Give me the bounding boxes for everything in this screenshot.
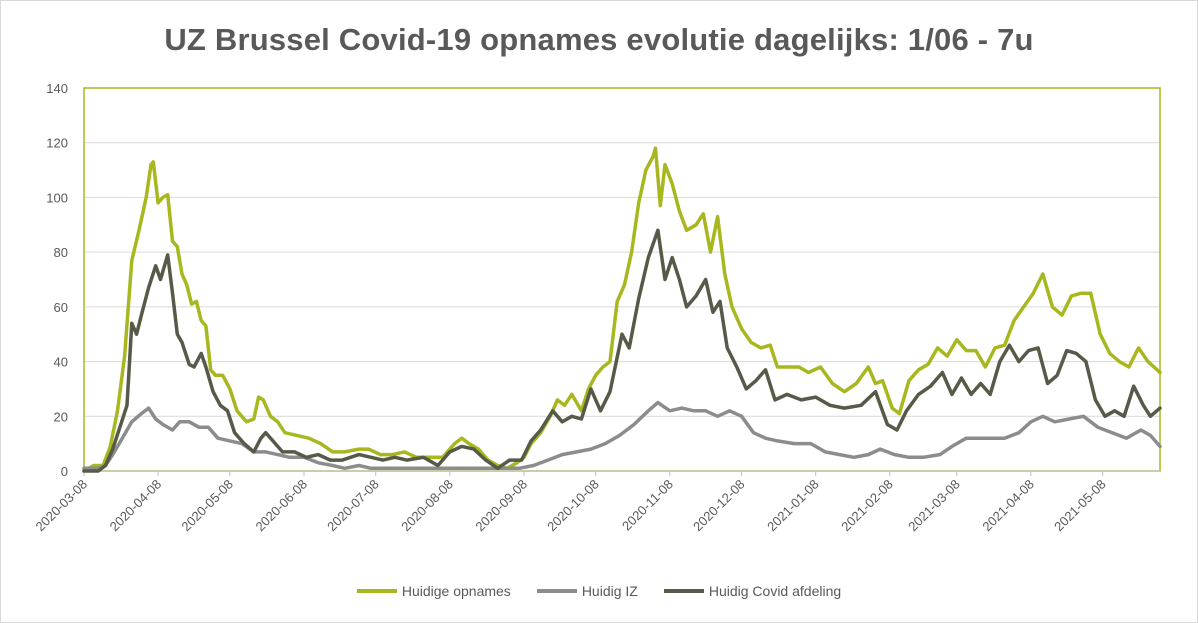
x-tick-label: 2021-03-08 [905,477,963,535]
x-tick-label: 2020-09-08 [472,477,530,535]
y-tick-label: 100 [46,190,68,205]
x-tick-label: 2020-11-08 [619,477,676,534]
series-line-2 [82,400,1162,471]
y-tick-label: 140 [46,81,68,96]
x-tick-label: 2020-03-08 [32,477,90,535]
legend-swatch [536,589,577,593]
y-tick-label: 60 [54,300,68,315]
legend-item: Huidig IZ [536,583,638,599]
x-tick-label: 2020-12-08 [690,477,748,535]
x-tick-label: 2020-10-08 [544,477,602,535]
series-line-3 [82,228,1162,473]
gridlines [84,142,1160,417]
legend-item: Huidige opnames [356,583,511,599]
x-tick-label: 2021-05-08 [1051,477,1109,535]
plot-area-border [83,87,1161,472]
legend-label: Huidig Covid afdeling [708,583,842,599]
x-tick-label: 2021-02-08 [838,477,896,535]
chart-title: UZ Brussel Covid-19 opnames evolutie dag… [164,22,1034,57]
series-line-1 [82,146,1162,473]
x-tick-label: 2020-08-08 [398,477,456,535]
legend-label: Huidig IZ [581,583,638,599]
legend-swatch [356,589,397,593]
y-tick-label: 40 [54,355,68,370]
x-tick-label: 2020-04-08 [107,477,165,535]
legend-label: Huidige opnames [401,583,511,599]
y-tick-label: 120 [46,136,68,151]
legend: Huidige opnames Huidig IZ Huidig Covid afd… [0,583,1198,599]
y-tick-label: 80 [54,245,68,260]
x-tick-label: 2020-07-08 [324,477,382,535]
x-tick-label: 2020-05-08 [178,477,236,535]
series-lines [82,146,1162,473]
x-tick-label: 2021-04-08 [979,477,1037,535]
x-tick-label: 2021-01-08 [764,477,822,535]
y-tick-label: 20 [54,409,68,424]
legend-swatch [663,589,704,593]
x-tick-label: 2020-06-08 [252,477,310,535]
y-tick-label: 0 [61,464,68,479]
legend-item: Huidig Covid afdeling [663,583,842,599]
